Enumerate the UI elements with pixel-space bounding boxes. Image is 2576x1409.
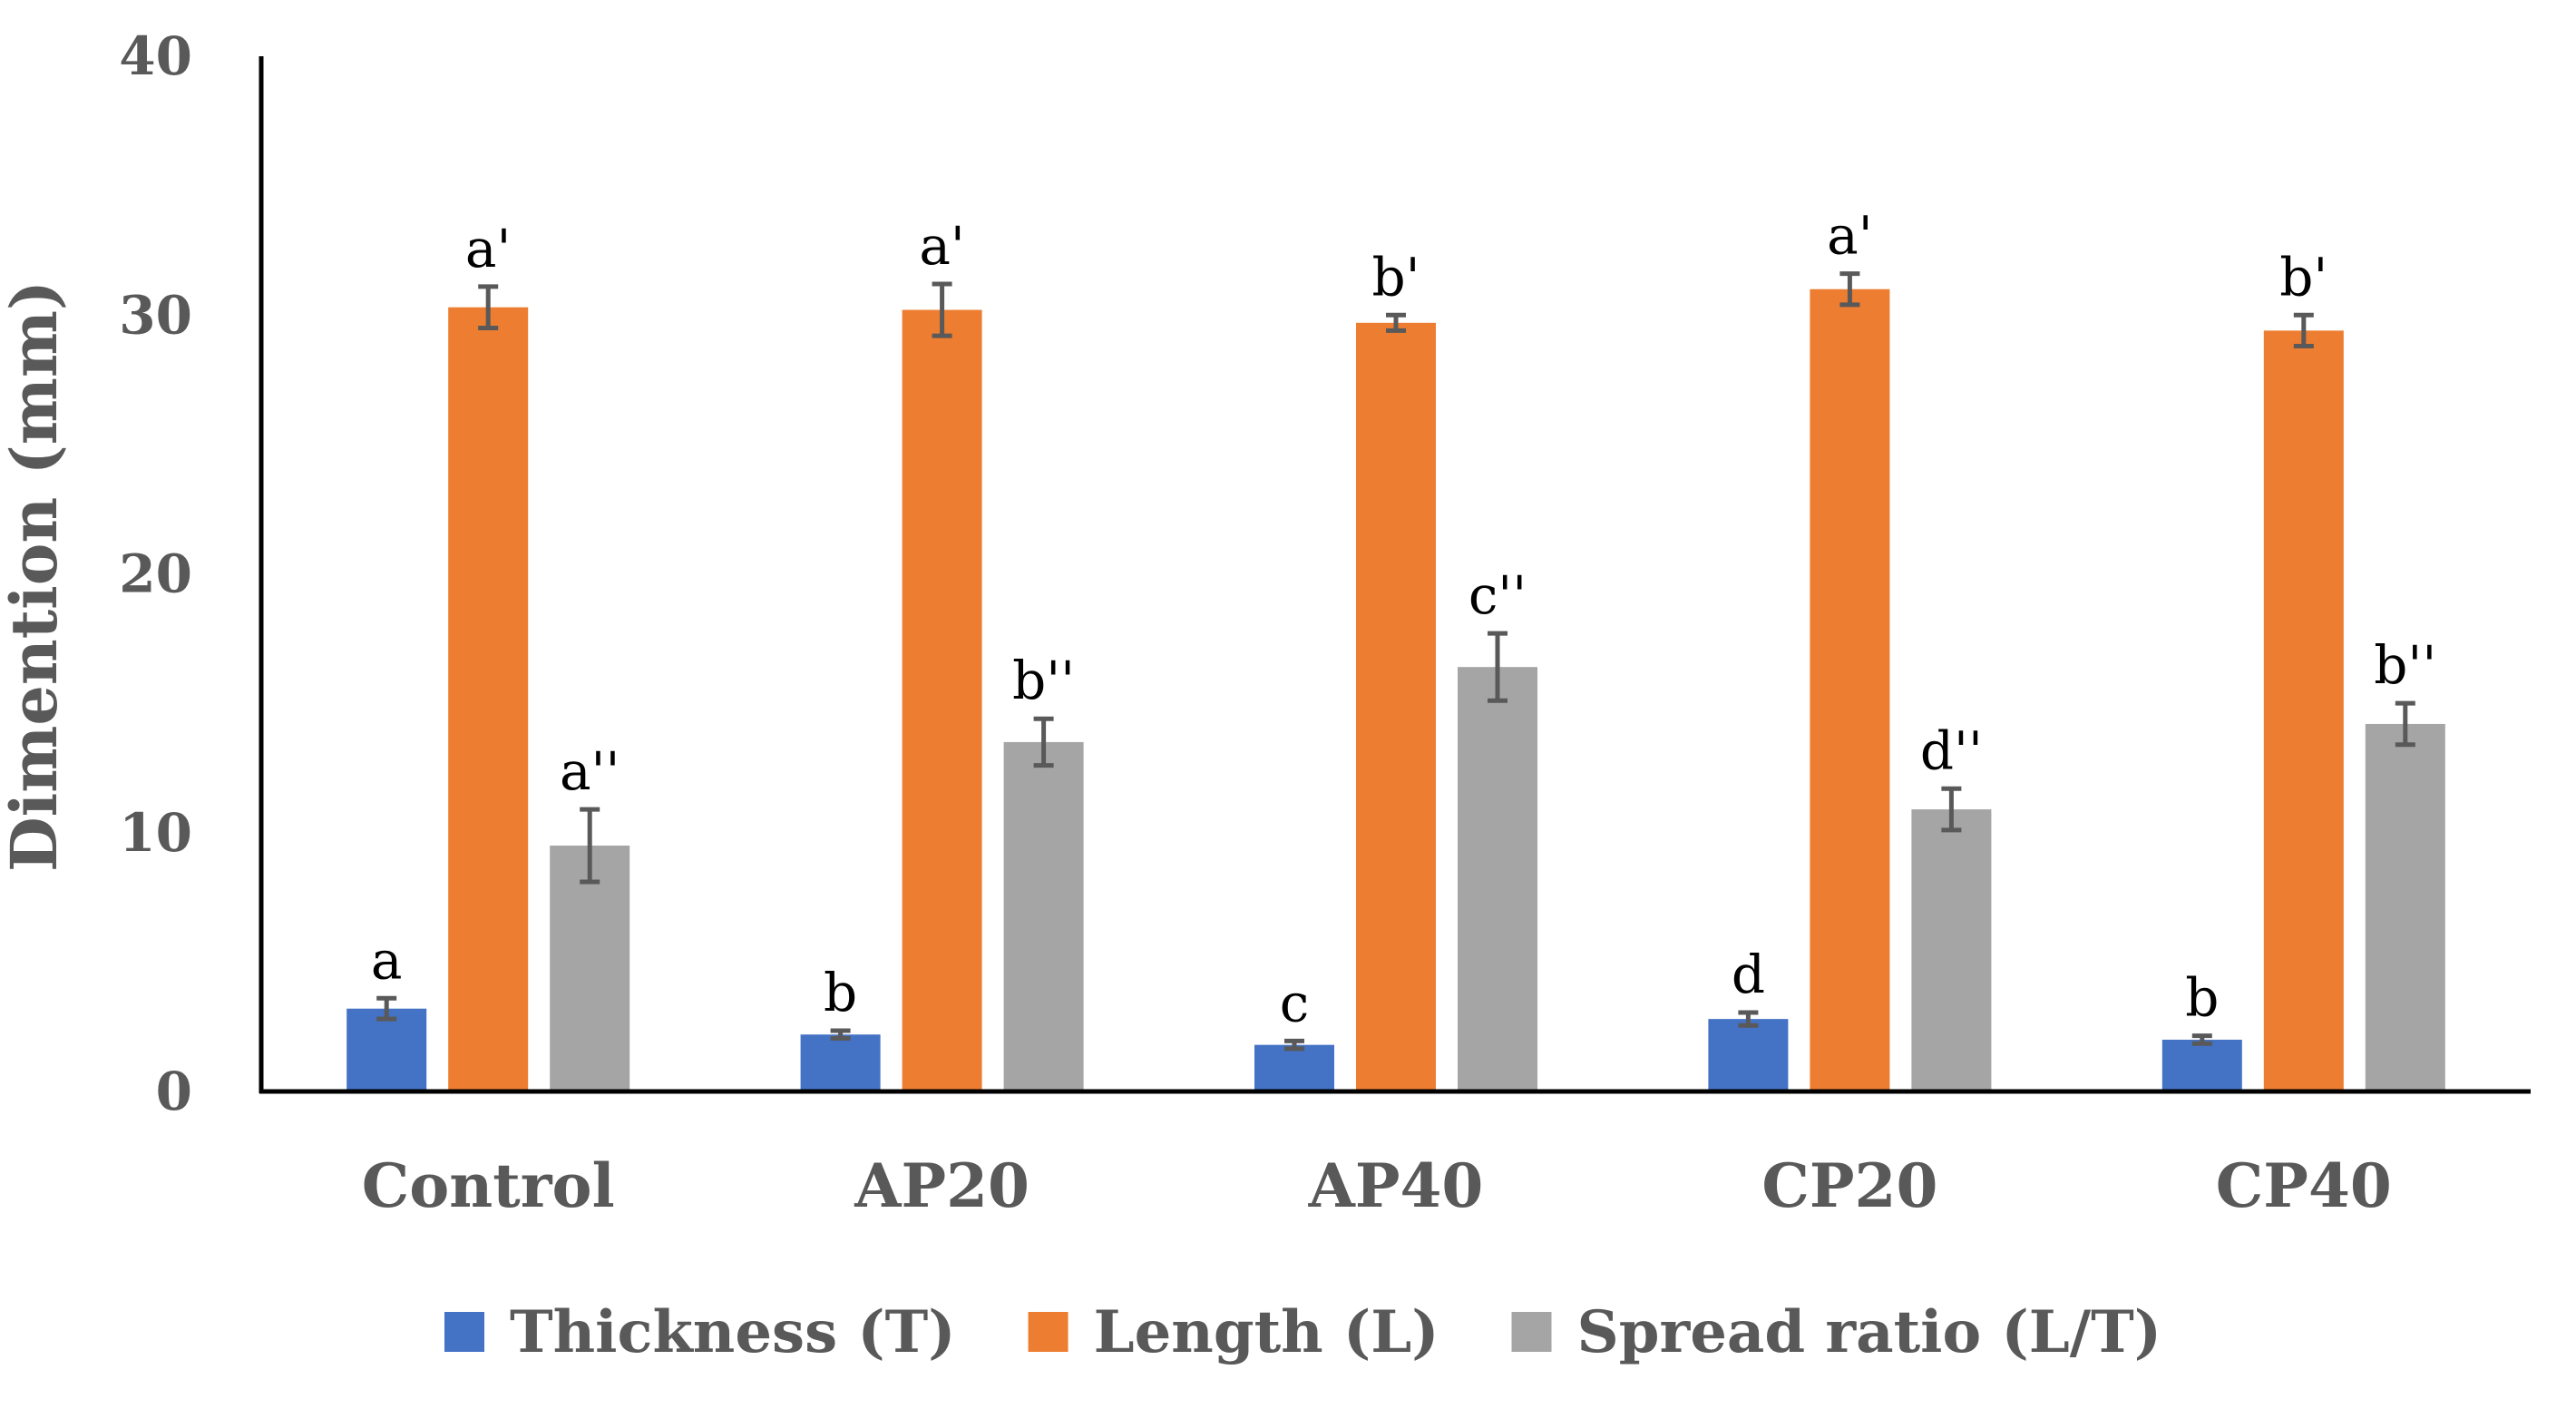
error-bar [376, 995, 397, 1022]
error-bar [1284, 1038, 1304, 1052]
legend-label: Length (L) [1094, 1298, 1439, 1366]
data-label: b [824, 962, 857, 1023]
bar [800, 1034, 881, 1091]
error-bar [932, 281, 952, 338]
legend-swatch [1028, 1312, 1068, 1352]
data-label: d [1732, 944, 1765, 1005]
bar [550, 846, 630, 1091]
bar [1708, 1019, 1789, 1091]
error-bar [830, 1028, 851, 1042]
data-label: b'' [2374, 634, 2436, 696]
x-axis-labels: Control AP20 AP40 CP20 CP40 [362, 1150, 2392, 1221]
x-category-label: CP20 [1761, 1150, 1937, 1221]
data-label: c'' [1469, 564, 1527, 626]
y-axis-ticks: 0 10 20 30 40 [119, 25, 192, 1122]
data-labels: a a' a'' b a' b'' c b' c'' d a' d'' b b' b'' [371, 205, 2436, 1034]
x-category-label: CP40 [2216, 1150, 2392, 1221]
data-label: b'' [1012, 650, 1075, 711]
data-label: b' [1371, 246, 1420, 308]
error-bar [478, 284, 499, 331]
data-label: a [371, 929, 403, 991]
error-bar [580, 807, 600, 885]
y-tick-label: 20 [119, 543, 192, 605]
data-label: b' [2279, 246, 2327, 308]
bars [346, 289, 2445, 1092]
y-tick-label: 0 [156, 1061, 192, 1122]
bar [1254, 1044, 1334, 1091]
bar [1356, 322, 1436, 1091]
x-category-label: AP40 [1308, 1150, 1484, 1221]
error-bar [1839, 271, 1860, 308]
y-axis-title: Dimention (mm) [0, 280, 72, 872]
legend-label: Spread ratio (L/T) [1577, 1298, 2162, 1366]
bar [1003, 741, 1084, 1091]
data-label: b [2185, 967, 2219, 1029]
y-tick-label: 30 [119, 284, 192, 346]
error-bar [1941, 786, 1962, 833]
bar [448, 307, 529, 1091]
y-tick-label: 10 [119, 802, 192, 864]
data-label: d'' [1920, 719, 1983, 781]
error-bar [1033, 716, 1054, 768]
x-category-label: AP20 [854, 1150, 1029, 1221]
x-category-label: Control [362, 1150, 615, 1221]
data-label: a' [1827, 205, 1873, 267]
data-label: a'' [560, 740, 620, 802]
data-label: c [1280, 972, 1309, 1033]
error-bar [1738, 1010, 1759, 1028]
bar [1458, 667, 1537, 1091]
data-label: a' [465, 218, 512, 279]
legend: Thickness (T) Length (L) Spread ratio (L/T… [444, 1298, 2161, 1366]
error-bar [1386, 312, 1406, 333]
data-label: a' [919, 215, 965, 277]
y-tick-label: 40 [119, 25, 192, 87]
error-bars [376, 271, 2415, 1052]
bar [2365, 723, 2445, 1091]
legend-label: Thickness (T) [510, 1298, 956, 1366]
bar [902, 309, 982, 1091]
bar [1810, 289, 1890, 1092]
error-bar [2191, 1033, 2212, 1046]
bar [2161, 1039, 2242, 1091]
legend-swatch [1511, 1312, 1552, 1352]
bar [2263, 330, 2344, 1091]
error-bar [1488, 631, 1508, 703]
error-bar [2293, 312, 2314, 348]
legend-swatch [444, 1312, 484, 1352]
bar [1911, 809, 1992, 1091]
bar [346, 1008, 427, 1091]
error-bar [2395, 700, 2415, 748]
